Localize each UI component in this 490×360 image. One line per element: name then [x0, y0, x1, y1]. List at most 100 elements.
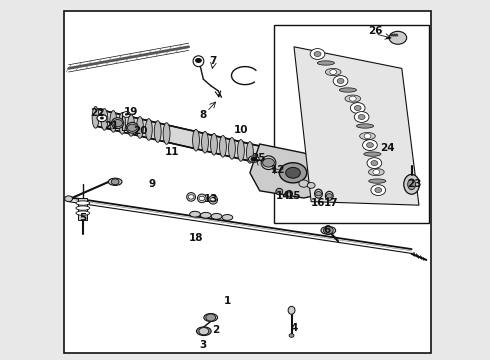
Ellipse shape [369, 179, 386, 183]
Circle shape [206, 314, 216, 321]
Ellipse shape [211, 213, 222, 219]
Circle shape [122, 112, 130, 117]
Circle shape [314, 51, 321, 57]
Polygon shape [96, 109, 279, 168]
Circle shape [100, 117, 104, 120]
Ellipse shape [76, 206, 90, 210]
Circle shape [316, 192, 321, 196]
Text: 4: 4 [290, 323, 298, 333]
Text: 8: 8 [200, 110, 207, 120]
Ellipse shape [76, 201, 90, 205]
Circle shape [199, 328, 209, 335]
Ellipse shape [196, 327, 211, 336]
Text: 13: 13 [203, 194, 218, 204]
Ellipse shape [321, 226, 336, 234]
Ellipse shape [211, 134, 218, 155]
Circle shape [307, 183, 315, 188]
Circle shape [333, 76, 348, 86]
Ellipse shape [339, 88, 356, 92]
Circle shape [349, 96, 356, 101]
Circle shape [364, 134, 371, 139]
Circle shape [111, 179, 119, 185]
Ellipse shape [146, 119, 152, 140]
Circle shape [125, 113, 128, 116]
Ellipse shape [220, 135, 226, 157]
Ellipse shape [108, 178, 122, 185]
Ellipse shape [360, 132, 375, 140]
Ellipse shape [197, 194, 206, 203]
Circle shape [195, 58, 202, 63]
Ellipse shape [325, 192, 333, 200]
Ellipse shape [345, 95, 361, 102]
Circle shape [375, 188, 382, 193]
Text: 23: 23 [407, 179, 421, 189]
Circle shape [210, 198, 216, 202]
Circle shape [263, 158, 274, 167]
Ellipse shape [193, 56, 204, 67]
Text: 7: 7 [209, 56, 217, 66]
Circle shape [286, 167, 300, 178]
Circle shape [350, 103, 365, 113]
Circle shape [188, 195, 194, 199]
Circle shape [326, 194, 332, 198]
Text: 19: 19 [124, 107, 139, 117]
Ellipse shape [163, 123, 170, 144]
Ellipse shape [126, 122, 138, 133]
Circle shape [113, 120, 122, 127]
Bar [274, 25, 429, 223]
Circle shape [310, 49, 325, 59]
Circle shape [337, 78, 344, 84]
Text: 16: 16 [311, 198, 326, 208]
Circle shape [330, 69, 337, 75]
Text: 11: 11 [165, 147, 180, 157]
Polygon shape [250, 144, 338, 198]
Text: 3: 3 [200, 340, 207, 350]
Text: 20: 20 [133, 126, 147, 136]
Ellipse shape [289, 334, 294, 337]
Circle shape [373, 170, 380, 175]
Ellipse shape [318, 61, 335, 65]
Ellipse shape [127, 114, 134, 136]
Text: 21: 21 [104, 121, 119, 131]
Text: 5: 5 [79, 213, 86, 223]
Ellipse shape [92, 107, 99, 128]
Circle shape [127, 124, 137, 131]
Ellipse shape [404, 175, 419, 194]
Circle shape [358, 114, 365, 120]
Text: 17: 17 [323, 198, 338, 208]
Ellipse shape [325, 68, 341, 76]
Text: 6: 6 [324, 225, 331, 235]
Ellipse shape [222, 215, 233, 220]
Text: 14: 14 [276, 191, 291, 201]
Circle shape [363, 140, 377, 150]
Circle shape [367, 158, 382, 168]
Polygon shape [294, 47, 419, 205]
Ellipse shape [193, 129, 199, 151]
Circle shape [97, 114, 107, 122]
Ellipse shape [201, 131, 208, 153]
Ellipse shape [276, 188, 283, 195]
Text: 18: 18 [189, 233, 203, 243]
Text: 9: 9 [148, 179, 155, 189]
Ellipse shape [368, 168, 384, 176]
Ellipse shape [190, 211, 200, 217]
Ellipse shape [137, 117, 144, 138]
Ellipse shape [110, 111, 117, 132]
Circle shape [323, 227, 333, 234]
Circle shape [251, 157, 257, 161]
Bar [64, 11, 431, 353]
Text: 25: 25 [251, 153, 266, 163]
Ellipse shape [408, 179, 416, 190]
Circle shape [389, 31, 407, 44]
Ellipse shape [315, 189, 322, 198]
Circle shape [199, 196, 205, 201]
Ellipse shape [261, 156, 276, 170]
Text: 1: 1 [224, 296, 231, 306]
Ellipse shape [228, 138, 235, 159]
Text: 12: 12 [270, 165, 285, 175]
Text: 22: 22 [90, 108, 104, 118]
Text: 24: 24 [380, 143, 394, 153]
Ellipse shape [119, 113, 125, 134]
Circle shape [367, 143, 373, 148]
Circle shape [371, 161, 378, 166]
